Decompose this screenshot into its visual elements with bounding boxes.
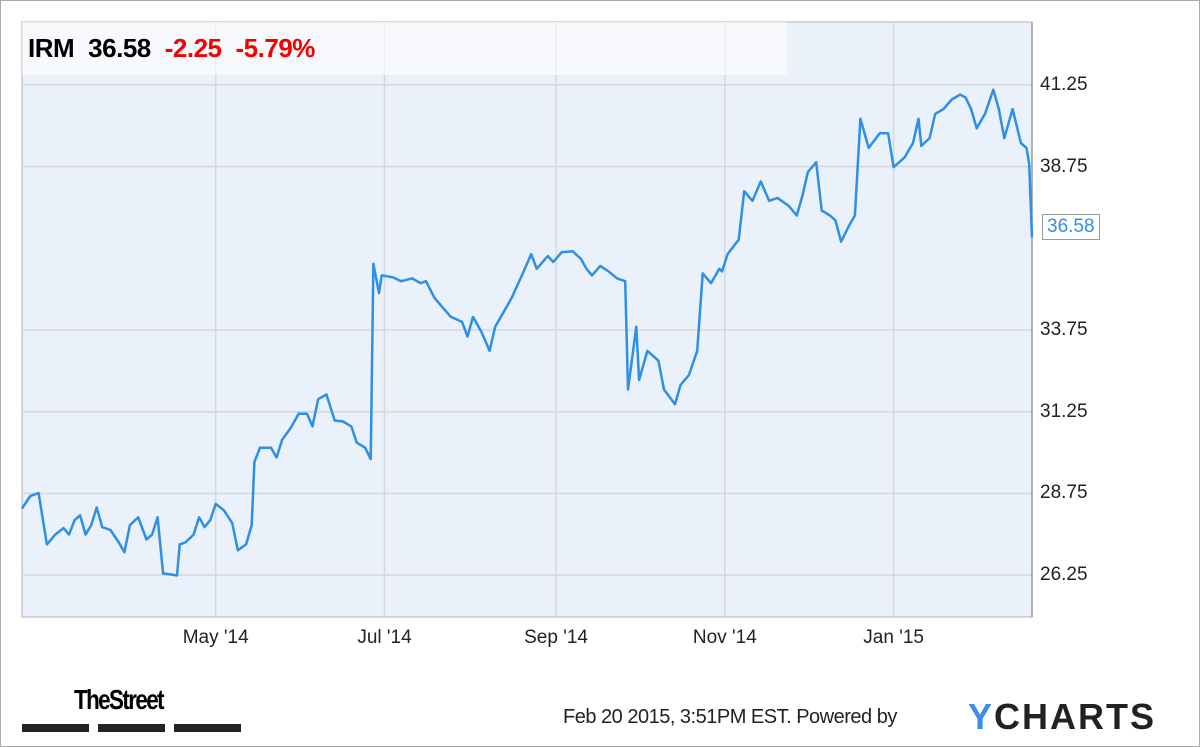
x-tick-label: Nov '14 (692, 627, 757, 648)
quote-header: IRM 36.58 -2.25 -5.79% (22, 22, 787, 75)
last-value-label: 36.58 (1042, 214, 1100, 240)
price-change: -2.25 (164, 33, 222, 63)
y-tick-label: 28.75 (1040, 482, 1088, 504)
plot-area (21, 21, 1033, 618)
timestamp: Feb 20 2015, 3:51PM EST. (563, 706, 792, 728)
y-tick-label: 41.25 (1040, 73, 1088, 95)
x-tick-label: May '14 (182, 627, 249, 648)
x-tick-label: Jul '14 (357, 627, 412, 648)
price-change-percent: -5.79% (235, 33, 316, 63)
ticker-symbol: IRM (28, 33, 75, 63)
footer-text: Feb 20 2015, 3:51PM EST. Powered by (563, 706, 897, 729)
y-tick-label: 38.75 (1040, 155, 1088, 177)
thestreet-logo-bars (22, 724, 241, 732)
y-tick-label: 26.25 (1040, 564, 1088, 586)
y-tick-label: 31.25 (1040, 400, 1088, 422)
y-tick-label: 33.75 (1040, 318, 1088, 340)
ycharts-logo: YCHARTS (968, 696, 1157, 737)
x-tick-label: Sep '14 (524, 627, 588, 648)
thestreet-logo: TheStreet (74, 684, 165, 715)
x-tick-label: Jan '15 (863, 627, 924, 648)
current-price: 36.58 (88, 33, 151, 63)
powered-by: Powered by (796, 706, 897, 728)
